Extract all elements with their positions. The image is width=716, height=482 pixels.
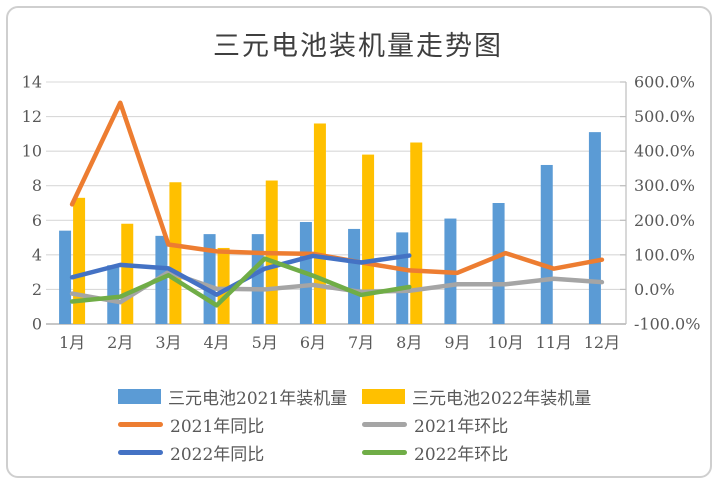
x-axis-tick-label: 3月 <box>155 333 181 352</box>
legend-line-swatch <box>362 421 407 427</box>
legend-bar-swatch <box>362 388 405 404</box>
right-axis-tick-label: 0.0% <box>634 280 675 299</box>
left-axis-tick-label: 4 <box>32 245 42 264</box>
right-axis-tick-label: 300.0% <box>634 176 695 195</box>
right-axis-tick-label: 500.0% <box>634 107 695 126</box>
bar-series-2021[interactable] <box>492 203 505 324</box>
left-axis-tick-label: 12 <box>22 107 42 126</box>
bar-series-2022[interactable] <box>121 223 134 324</box>
bar-series-2022[interactable] <box>410 142 423 325</box>
chart-legend: 三元电池2021年装机量 三元电池2022年装机量 2021年同比 2021年环比 20… <box>118 384 592 465</box>
legend-item[interactable]: 2022年环比 <box>362 440 591 465</box>
right-axis-tick-label: 400.0% <box>634 142 695 161</box>
x-axis-tick-label: 9月 <box>444 333 470 352</box>
bar-series-2022[interactable] <box>362 154 375 324</box>
bar-series-2021[interactable] <box>396 232 409 324</box>
x-axis-tick-label: 6月 <box>300 333 326 352</box>
legend-bar-swatch <box>118 388 161 404</box>
x-axis-tick-label: 10月 <box>487 333 523 352</box>
x-axis-tick-label: 12月 <box>584 333 620 352</box>
legend-label: 2021年环比 <box>414 416 509 437</box>
x-axis-tick-label: 1月 <box>59 333 85 352</box>
right-axis-tick-label: -100.0% <box>634 315 700 334</box>
bar-series-2021[interactable] <box>251 234 264 324</box>
left-axis-tick-label: 8 <box>32 176 42 195</box>
chart-title: 三元电池装机量走势图 <box>213 31 503 62</box>
bar-series-2021[interactable] <box>107 265 120 324</box>
bar-series-2022[interactable] <box>217 247 230 324</box>
right-axis-tick-label: 600.0% <box>634 73 695 92</box>
x-axis-tick-label: 8月 <box>396 333 422 352</box>
right-axis-tick-label: 200.0% <box>634 211 695 230</box>
x-axis-tick-label: 7月 <box>348 333 374 352</box>
bar-series-2022[interactable] <box>313 123 326 324</box>
bar-series-2021[interactable] <box>588 132 601 324</box>
bar-series-2021[interactable] <box>59 230 72 324</box>
left-axis-tick-label: 0 <box>32 315 42 334</box>
x-axis-tick-label: 2月 <box>107 333 133 352</box>
right-axis-tick-label: 100.0% <box>634 245 695 264</box>
bar-series-2021[interactable] <box>540 164 553 324</box>
legend-line-swatch <box>118 449 163 455</box>
legend-label: 2022年同比 <box>170 444 265 465</box>
x-axis-tick-label: 4月 <box>203 333 229 352</box>
legend-line-swatch <box>362 449 407 455</box>
legend-item[interactable]: 2021年环比 <box>362 412 591 437</box>
legend-item[interactable]: 三元电池2022年装机量 <box>362 384 592 409</box>
left-axis-tick-label: 6 <box>32 211 42 230</box>
line-2021-yoy[interactable] <box>69 100 605 276</box>
bar-series-2022[interactable] <box>169 182 182 324</box>
left-axis-tick-label: 2 <box>32 280 42 299</box>
legend-label: 2021年同比 <box>170 416 265 437</box>
legend-label: 2022年环比 <box>414 444 509 465</box>
bar-series-2021[interactable] <box>348 228 361 324</box>
left-axis-tick-label: 10 <box>22 142 42 161</box>
x-axis-tick-label: 11月 <box>536 333 572 352</box>
legend-item[interactable]: 2022年同比 <box>118 440 362 465</box>
bar-series-2022[interactable] <box>73 197 86 324</box>
legend-line-swatch <box>118 421 163 427</box>
line-2022-mom[interactable] <box>69 256 412 308</box>
x-axis-tick-label: 5月 <box>252 333 278 352</box>
legend-label: 三元电池2021年装机量 <box>168 388 348 409</box>
legend-item[interactable]: 三元电池2021年装机量 <box>118 384 362 409</box>
left-axis-tick-label: 14 <box>22 73 42 92</box>
legend-item[interactable]: 2021年同比 <box>118 412 362 437</box>
legend-label: 三元电池2022年装机量 <box>412 388 592 409</box>
